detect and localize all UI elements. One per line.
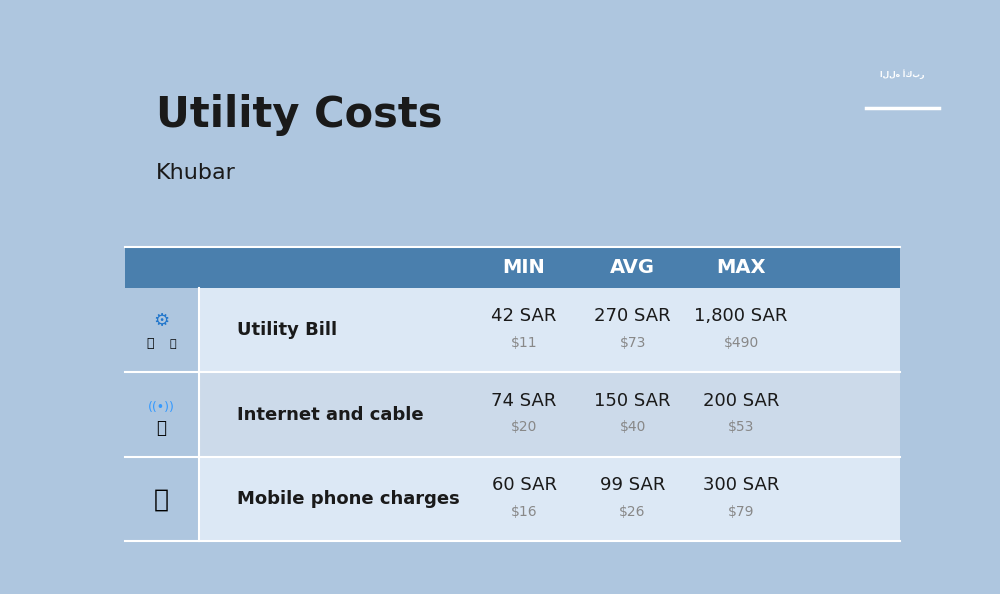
Text: $53: $53: [728, 421, 754, 434]
Text: Mobile phone charges: Mobile phone charges: [237, 490, 460, 508]
Text: 📱: 📱: [154, 487, 169, 511]
Text: 🔌: 🔌: [146, 337, 154, 350]
Text: ((•)): ((•)): [148, 401, 175, 414]
Text: Utility Bill: Utility Bill: [237, 321, 338, 339]
Text: $26: $26: [619, 505, 646, 519]
Text: 300 SAR: 300 SAR: [703, 476, 779, 494]
Text: 1,800 SAR: 1,800 SAR: [694, 307, 788, 325]
FancyBboxPatch shape: [125, 372, 199, 457]
Text: Khubar: Khubar: [156, 163, 236, 183]
Text: 📷: 📷: [170, 339, 176, 349]
Text: 150 SAR: 150 SAR: [594, 392, 671, 410]
FancyBboxPatch shape: [125, 287, 199, 372]
Text: $490: $490: [724, 336, 759, 350]
Text: $20: $20: [511, 421, 537, 434]
FancyBboxPatch shape: [125, 247, 900, 287]
FancyBboxPatch shape: [125, 457, 900, 542]
Text: Internet and cable: Internet and cable: [237, 406, 424, 424]
Text: $40: $40: [619, 421, 646, 434]
Text: 42 SAR: 42 SAR: [491, 307, 557, 325]
Text: ⚙: ⚙: [153, 312, 169, 330]
Text: 74 SAR: 74 SAR: [491, 392, 557, 410]
Text: Utility Costs: Utility Costs: [156, 94, 442, 136]
Text: $79: $79: [728, 505, 754, 519]
FancyBboxPatch shape: [125, 287, 900, 372]
Text: 60 SAR: 60 SAR: [492, 476, 557, 494]
Text: AVG: AVG: [610, 258, 655, 277]
Text: الله أكبر: الله أكبر: [880, 69, 925, 79]
Text: $11: $11: [511, 336, 537, 350]
FancyBboxPatch shape: [125, 457, 199, 542]
Text: $16: $16: [511, 505, 537, 519]
Text: 200 SAR: 200 SAR: [703, 392, 779, 410]
Text: $73: $73: [619, 336, 646, 350]
FancyBboxPatch shape: [125, 372, 900, 457]
Text: MIN: MIN: [503, 258, 546, 277]
Text: 270 SAR: 270 SAR: [594, 307, 671, 325]
Text: 99 SAR: 99 SAR: [600, 476, 665, 494]
Text: MAX: MAX: [716, 258, 766, 277]
Text: 🖨: 🖨: [156, 419, 166, 437]
